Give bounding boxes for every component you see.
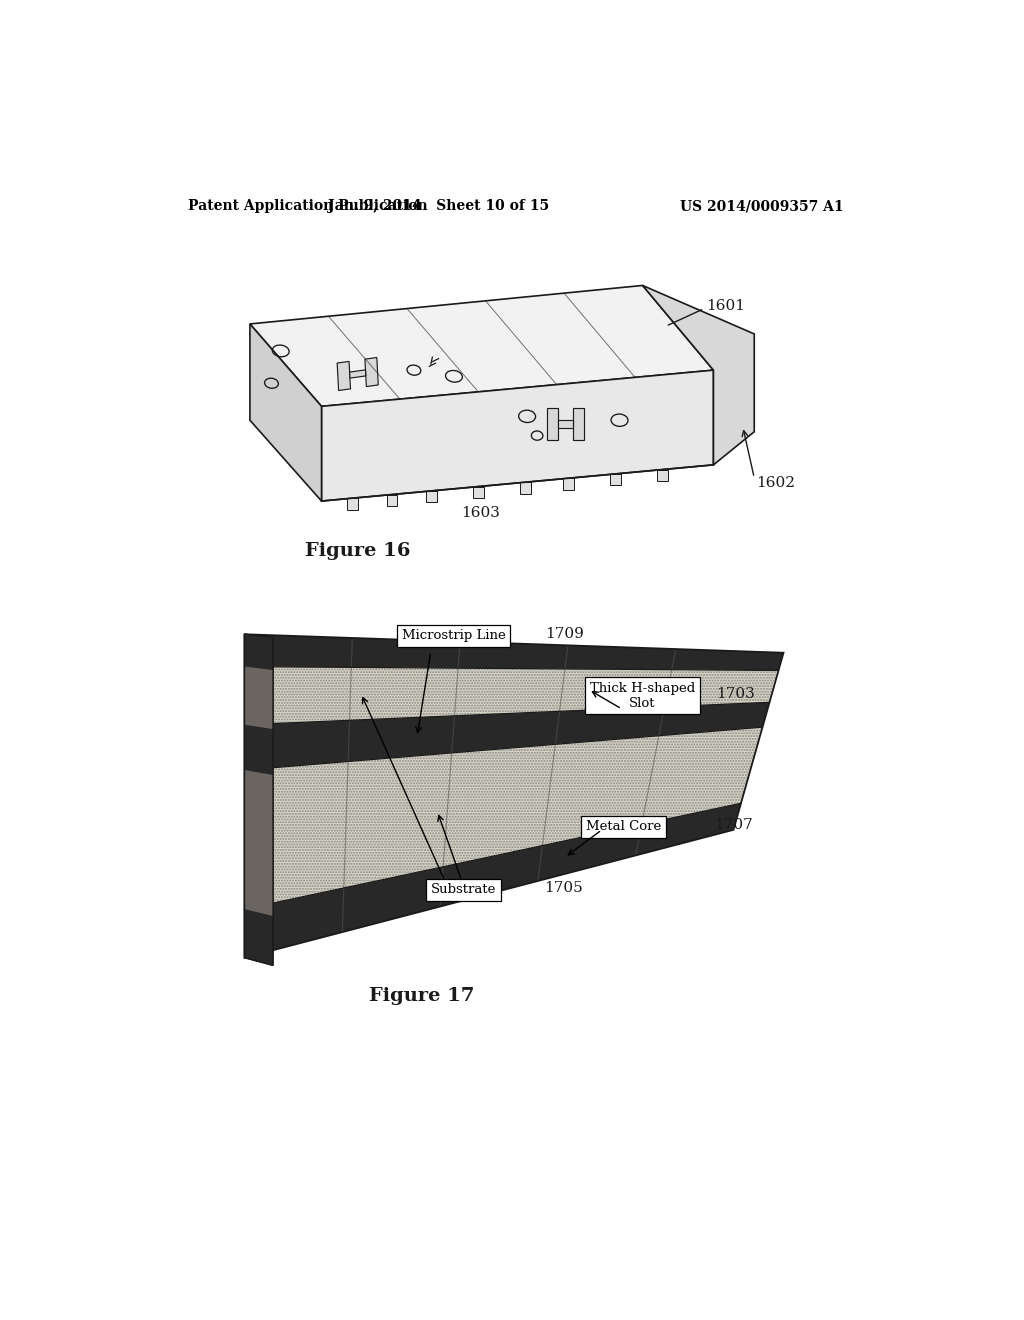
Polygon shape	[245, 804, 741, 958]
Polygon shape	[250, 323, 322, 502]
Text: Figure 16: Figure 16	[305, 543, 411, 560]
Polygon shape	[337, 362, 350, 391]
Text: Microstrip Line: Microstrip Line	[402, 630, 506, 643]
Text: Jan. 9, 2014   Sheet 10 of 15: Jan. 9, 2014 Sheet 10 of 15	[328, 199, 549, 213]
Polygon shape	[610, 474, 621, 486]
Text: 1602: 1602	[756, 477, 795, 490]
Text: Patent Application Publication: Patent Application Publication	[188, 199, 428, 213]
Polygon shape	[349, 370, 366, 378]
Text: 1709: 1709	[545, 627, 584, 642]
Polygon shape	[322, 370, 714, 502]
Polygon shape	[657, 470, 668, 480]
Polygon shape	[387, 495, 397, 506]
Polygon shape	[426, 491, 436, 503]
Polygon shape	[473, 487, 483, 498]
Polygon shape	[563, 478, 573, 490]
Text: 1705: 1705	[544, 882, 583, 895]
Polygon shape	[365, 358, 378, 387]
Polygon shape	[245, 909, 273, 965]
Polygon shape	[520, 482, 530, 494]
Polygon shape	[547, 408, 558, 441]
Polygon shape	[573, 408, 584, 441]
Text: 1707: 1707	[714, 818, 753, 832]
Text: 1601: 1601	[707, 300, 745, 313]
Polygon shape	[245, 667, 273, 729]
Polygon shape	[245, 635, 273, 671]
Polygon shape	[245, 770, 273, 916]
Text: Substrate: Substrate	[430, 883, 496, 896]
Polygon shape	[643, 285, 755, 465]
Text: 1703: 1703	[716, 686, 755, 701]
Polygon shape	[250, 285, 714, 407]
Text: Figure 17: Figure 17	[369, 987, 474, 1005]
Text: 1603: 1603	[462, 506, 501, 520]
Text: US 2014/0009357 A1: US 2014/0009357 A1	[680, 199, 844, 213]
Polygon shape	[245, 725, 273, 775]
Polygon shape	[245, 727, 763, 909]
Polygon shape	[558, 421, 573, 428]
Text: Thick H-shaped
Slot: Thick H-shaped Slot	[590, 682, 695, 710]
Polygon shape	[245, 667, 778, 725]
Polygon shape	[245, 635, 783, 671]
Polygon shape	[245, 635, 273, 965]
Polygon shape	[347, 498, 358, 510]
Polygon shape	[245, 702, 769, 770]
Text: Metal Core: Metal Core	[586, 820, 660, 833]
